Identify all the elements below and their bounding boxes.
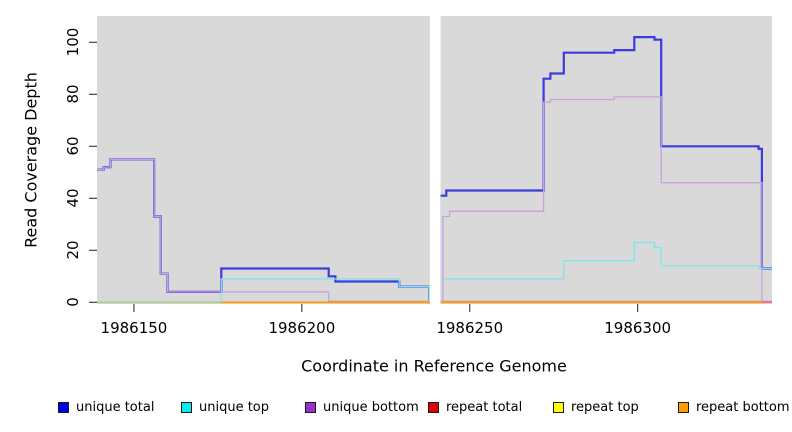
- y-tick-label-0: 0: [64, 297, 82, 308]
- legend-swatch-icon: [181, 401, 192, 413]
- legend-item-unique-total: unique total: [58, 399, 155, 415]
- y-tick-label-80: 80: [64, 84, 82, 104]
- y-tick-label-100: 100: [64, 27, 82, 57]
- y-axis-title: Read Coverage Depth: [21, 72, 41, 248]
- series-unique-top-line: [97, 241, 772, 303]
- legend-swatch-icon: [58, 401, 69, 413]
- legend-label: repeat bottom: [696, 399, 790, 415]
- legend-label: unique bottom: [323, 399, 419, 415]
- legend-label: unique top: [199, 399, 270, 415]
- x-tick-label-1986250: 1986250: [436, 319, 504, 337]
- x-tick-label-1986300: 1986300: [604, 319, 672, 337]
- y-tick-label-40: 40: [64, 188, 82, 208]
- legend-item-repeat-top: repeat top: [553, 399, 639, 415]
- legend-swatch-icon: [428, 401, 439, 413]
- legend-label: unique total: [76, 399, 155, 415]
- legend-swatch-icon: [553, 401, 564, 413]
- legend-item-repeat-total: repeat total: [428, 399, 523, 415]
- legend-label: repeat total: [446, 399, 523, 415]
- x-tick-label-1986200: 1986200: [268, 319, 336, 337]
- y-tick-label-60: 60: [64, 136, 82, 156]
- legend-item-unique-bottom: unique bottom: [305, 399, 419, 415]
- y-tick-label-20: 20: [64, 240, 82, 260]
- legend-swatch-icon: [305, 401, 316, 413]
- legend-item-unique-top: unique top: [181, 399, 270, 415]
- x-tick-label-1986150: 1986150: [100, 319, 168, 337]
- coverage-gap-band: [429, 13, 441, 305]
- legend-swatch-icon: [678, 401, 689, 413]
- legend-label: repeat top: [571, 399, 639, 415]
- legend-item-repeat-bottom: repeat bottom: [678, 399, 790, 415]
- x-axis-title: Coordinate in Reference Genome: [301, 356, 567, 376]
